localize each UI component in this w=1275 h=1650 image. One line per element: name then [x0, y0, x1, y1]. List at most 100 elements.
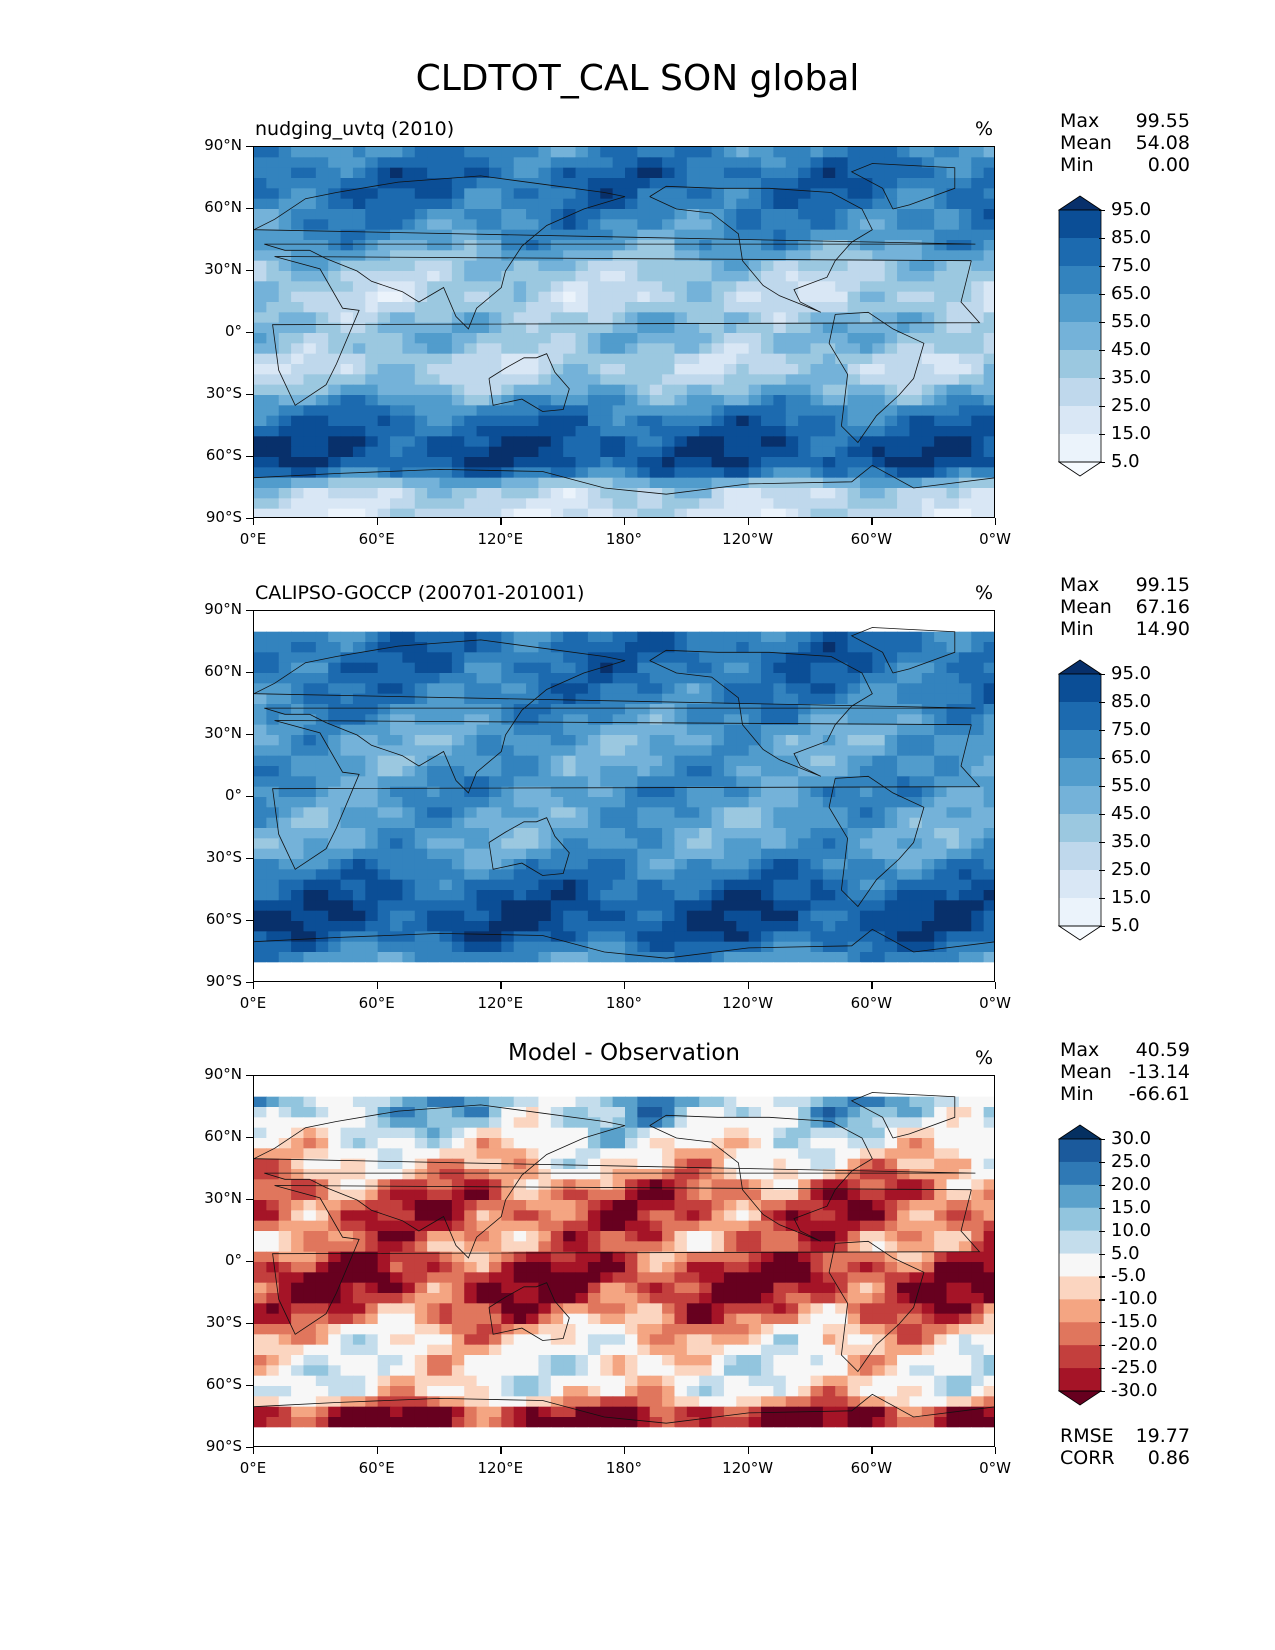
field-cell — [897, 704, 911, 715]
field-cell — [736, 250, 750, 262]
field-cell — [810, 1107, 824, 1118]
colorbar-label: 5.0 — [1111, 451, 1140, 472]
field-cell — [612, 353, 626, 365]
field-cell — [872, 364, 886, 375]
field-cell — [352, 786, 366, 798]
field-cell — [723, 797, 737, 808]
field-cell — [736, 364, 750, 375]
field-cell — [625, 704, 638, 715]
field-cell — [254, 240, 267, 251]
field-cell — [427, 714, 441, 726]
field-cell — [427, 405, 441, 417]
field-cell — [414, 240, 428, 251]
field-cell — [748, 611, 762, 622]
field-cell — [822, 178, 836, 189]
field-cell — [377, 353, 391, 365]
field-cell — [859, 271, 873, 282]
field-cell — [637, 384, 651, 396]
field-cell — [785, 910, 799, 922]
field-cell — [859, 291, 873, 303]
field-cell — [439, 209, 453, 220]
field-cell — [575, 364, 589, 375]
field-cell — [723, 343, 737, 355]
field-cell — [538, 457, 552, 468]
field-cell — [847, 621, 861, 633]
field-cell — [439, 879, 453, 891]
field-cell — [847, 1107, 861, 1118]
field-cell — [352, 1158, 366, 1170]
field-cell — [736, 931, 750, 943]
field-cell — [761, 1086, 774, 1098]
field-cell — [328, 477, 342, 489]
field-cell — [266, 931, 280, 943]
field-cell — [822, 714, 836, 726]
field-cell — [278, 952, 292, 963]
field-cell — [946, 890, 960, 901]
field-cell — [377, 446, 391, 458]
field-cell — [575, 436, 589, 448]
field-cell — [587, 631, 601, 643]
field-cell — [427, 859, 441, 870]
field-cell — [909, 446, 923, 458]
field-cell — [674, 817, 688, 829]
field-cell — [538, 910, 552, 922]
field-cell — [810, 302, 824, 313]
field-cell — [600, 714, 614, 726]
field-cell — [686, 817, 700, 829]
field-cell — [835, 631, 849, 643]
field-cell — [785, 1117, 799, 1129]
field-cell — [526, 498, 540, 510]
field-cell — [476, 1148, 490, 1160]
field-cell — [971, 467, 985, 479]
field-cell — [476, 910, 490, 922]
field-cell — [402, 426, 416, 437]
field-cell — [835, 395, 849, 406]
field-cell — [328, 766, 342, 777]
field-cell — [686, 693, 700, 705]
field-cell — [909, 724, 923, 736]
field-cell — [637, 952, 651, 963]
field-cell — [711, 797, 725, 808]
field-cell — [884, 157, 898, 169]
field-cell — [897, 1127, 911, 1139]
field-cell — [909, 353, 923, 365]
field-cell — [971, 724, 985, 736]
field-cell — [427, 1117, 441, 1129]
field-cell — [513, 962, 527, 974]
field-cell — [637, 724, 651, 736]
field-cell — [946, 683, 960, 695]
colorbar-label: 95.0 — [1111, 663, 1152, 684]
field-cell — [835, 467, 849, 479]
field-cell — [538, 1076, 552, 1087]
field-cell — [328, 250, 342, 262]
field-cell — [488, 611, 502, 622]
field-cell — [859, 828, 873, 839]
field-cell — [550, 941, 564, 953]
field-cell — [352, 415, 366, 427]
field-cell — [365, 498, 379, 510]
field-cell — [587, 240, 601, 251]
field-cell — [921, 364, 935, 375]
field-cell — [983, 1148, 994, 1160]
field-cell — [810, 869, 824, 881]
field-cell — [439, 333, 453, 344]
field-cell — [909, 219, 923, 231]
field-cell — [798, 921, 812, 932]
field-cell — [278, 1158, 292, 1170]
field-cell — [971, 952, 985, 963]
field-cell — [513, 508, 527, 517]
field-cell — [352, 260, 366, 272]
field-cell — [612, 167, 626, 179]
field-cell — [761, 467, 774, 479]
field-cell — [958, 921, 972, 932]
field-cell — [328, 807, 342, 819]
field-cell — [897, 353, 911, 365]
field-cell — [686, 962, 700, 974]
field-cell — [488, 693, 502, 705]
field-cell — [884, 508, 898, 517]
field-cell — [971, 498, 985, 510]
field-cell — [909, 271, 923, 282]
field-cell — [884, 673, 898, 684]
field-cell — [550, 745, 564, 757]
field-cell — [798, 260, 812, 272]
